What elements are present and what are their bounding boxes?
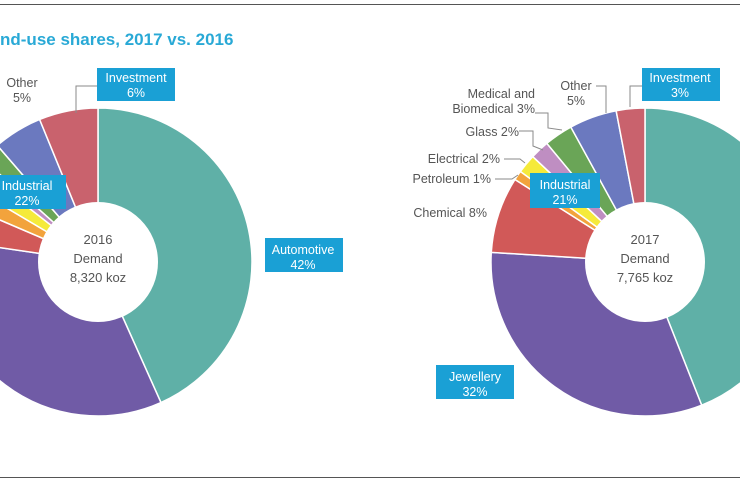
label-box-automotive — [265, 238, 343, 272]
center-label: 2016 — [84, 232, 113, 247]
data-label-industrial: 21% — [552, 193, 577, 207]
label-box-industrial — [0, 175, 66, 209]
data-label-automotive: Automotive — [272, 243, 335, 257]
data-label-jewellery: Jewellery — [449, 370, 502, 384]
center-label: 7,765 koz — [617, 270, 673, 285]
data-label-other: 5% — [567, 94, 585, 108]
figure-frame — [0, 4, 740, 478]
data-label-automotive: 42% — [290, 258, 315, 272]
data-label-other: Other — [6, 76, 37, 90]
label-box-industrial — [530, 173, 600, 208]
data-label-glass: Glass 2% — [466, 125, 520, 139]
donut-hole — [38, 202, 158, 322]
leader-line — [519, 130, 544, 151]
center-label: Demand — [620, 251, 669, 266]
data-label-industrial: 22% — [14, 194, 39, 208]
leader-line — [629, 85, 642, 107]
data-label-investment: 3% — [671, 86, 689, 100]
center-label: Demand — [73, 251, 122, 266]
center-label: 8,320 koz — [70, 270, 126, 285]
data-label-electrical: Electrical 2% — [428, 152, 500, 166]
data-label-industrial: Industrial — [2, 179, 53, 193]
leader-line — [504, 158, 526, 164]
data-label-investment: 6% — [127, 86, 145, 100]
data-label-investment: Investment — [105, 71, 167, 85]
data-label-other: Other — [560, 79, 591, 93]
data-label-medical-and-biomedical: Biomedical 3% — [452, 102, 535, 116]
data-label-petroleum: Petroleum 1% — [412, 172, 491, 186]
leader-line — [75, 85, 97, 113]
data-label-medical-and-biomedical: Medical and — [468, 87, 535, 101]
label-box-investment — [642, 68, 720, 101]
data-label-jewellery: 32% — [462, 385, 487, 399]
chart-title: nd-use shares, 2017 vs. 2016 — [0, 30, 234, 49]
leader-line — [495, 174, 519, 180]
data-label-investment: Investment — [649, 71, 711, 85]
slice-automotive — [97, 107, 253, 404]
pie-chart-1: 2017 Demand 7,765 koz Medical andBiomedical… — [412, 68, 740, 417]
leader-line — [535, 112, 563, 131]
label-box-investment — [97, 68, 175, 101]
label-box-jewellery — [436, 365, 514, 399]
data-label-other: 5% — [13, 91, 31, 105]
slice-jewellery — [0, 246, 162, 417]
center-label: 2017 — [631, 232, 660, 247]
data-label-industrial: Industrial — [540, 178, 591, 192]
donut-hole — [585, 202, 705, 322]
data-label-chemical: Chemical 8% — [413, 206, 487, 220]
leader-line — [596, 85, 607, 113]
